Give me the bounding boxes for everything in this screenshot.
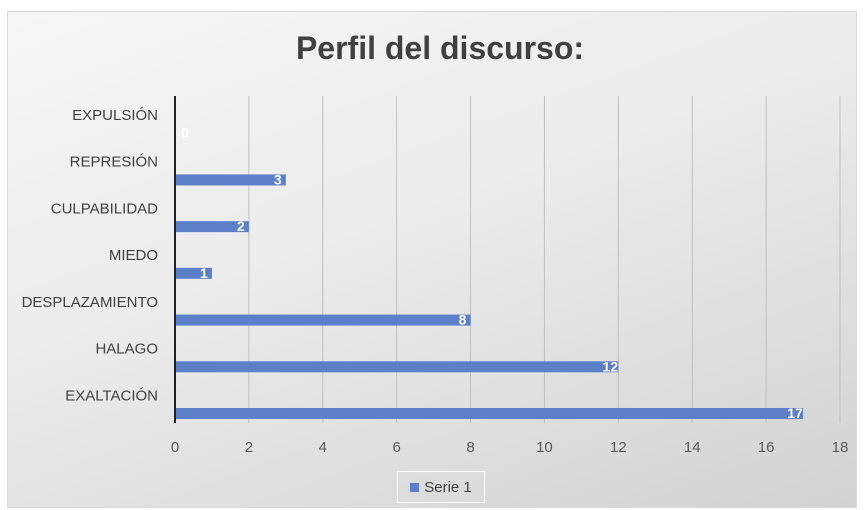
bar	[175, 267, 212, 279]
x-tick-label: 2	[245, 439, 253, 456]
legend-label: Serie 1	[424, 478, 472, 496]
legend: Serie 1	[397, 471, 485, 503]
bars: 0 3 2 1 8 12 17	[175, 125, 804, 421]
bar	[175, 361, 619, 373]
chart-area	[7, 11, 857, 508]
data-label: 12	[603, 358, 619, 374]
data-label: 0	[181, 125, 189, 141]
category-label: CULPABILIDAD	[51, 200, 158, 217]
x-tick-label: 0	[171, 439, 179, 456]
legend-swatch-icon	[410, 482, 420, 492]
data-label: 8	[459, 312, 467, 328]
data-label: 2	[237, 218, 245, 234]
category-label: DESPLAZAMIENTO	[22, 294, 158, 311]
x-tick-label: 4	[319, 439, 327, 456]
category-label: HALAGO	[95, 341, 158, 358]
x-tick-label: 12	[610, 439, 627, 456]
x-tick-label: 14	[684, 439, 701, 456]
category-label: MIEDO	[109, 247, 158, 264]
x-tick-label: 18	[832, 439, 849, 456]
grid-lines	[248, 96, 841, 423]
x-tick-label: 10	[536, 439, 553, 456]
x-tick-label: 6	[392, 439, 400, 456]
bar	[175, 221, 249, 233]
x-tick-labels: 0 2 4 6 8 10 12 14 16 18	[171, 439, 849, 456]
bar	[175, 314, 471, 326]
category-labels: EXPULSIÓN REPRESIÓN CULPABILIDAD MIEDO DESPL…	[22, 107, 159, 404]
bar	[175, 408, 804, 419]
bar	[175, 174, 286, 186]
data-label: 3	[274, 171, 282, 187]
category-label: EXPULSIÓN	[72, 107, 158, 124]
data-label: 17	[787, 405, 803, 421]
chart-title: Perfil del discurso:	[295, 30, 585, 66]
category-label: EXALTACIÓN	[65, 387, 158, 404]
data-label: 1	[200, 265, 208, 281]
x-tick-label: 8	[466, 439, 474, 456]
x-tick-label: 16	[758, 439, 775, 456]
category-label: REPRESIÓN	[70, 154, 158, 171]
